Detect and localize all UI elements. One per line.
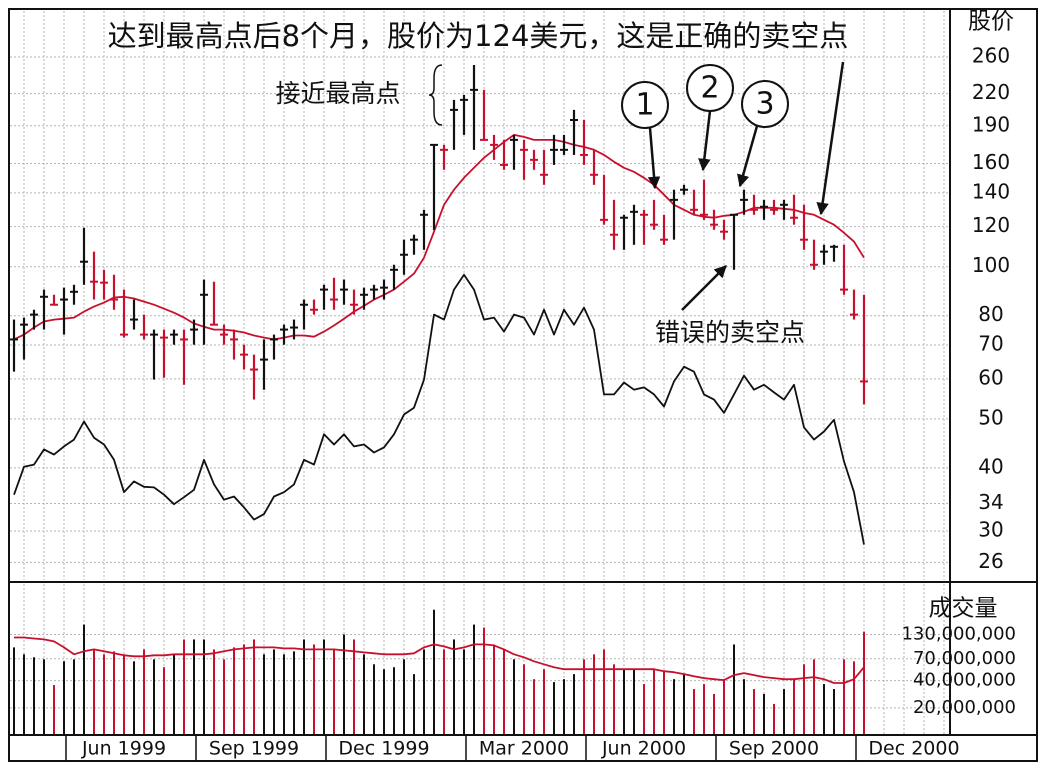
x-tick-label: Jun 1999	[81, 738, 166, 760]
y-tick-label: 70	[978, 332, 1003, 356]
volume-axis-title: 成交量	[929, 596, 998, 622]
volume-tick-label: 20,000,000	[913, 697, 1016, 718]
y-tick-label: 80	[978, 302, 1003, 326]
x-tick-label: Mar 2000	[479, 738, 569, 760]
annotation-near-peak: 接近最高点	[275, 79, 400, 108]
chart-title: 达到最高点后8个月，股价为124美元，这是正确的卖空点	[108, 19, 849, 53]
arrow	[647, 127, 661, 190]
x-tick-label: Sep 2000	[729, 738, 819, 760]
y-tick-label: 100	[972, 253, 1010, 277]
x-tick-label: Sep 1999	[209, 738, 299, 760]
x-tick-label: Dec 1999	[338, 738, 429, 760]
y-tick-label: 34	[978, 490, 1003, 514]
y-tick-label: 40	[978, 454, 1003, 478]
y-tick-label: 26	[978, 549, 1003, 573]
arrow	[737, 125, 759, 188]
grid	[10, 11, 950, 734]
x-tick-label: Jun 2000	[601, 738, 686, 760]
x-tick-label: Dec 2000	[868, 738, 959, 760]
y-tick-label: 260	[972, 43, 1010, 67]
volume-average-line	[14, 636, 865, 684]
y-tick-label: 60	[978, 365, 1003, 389]
marker-label: 1	[635, 88, 654, 123]
price-line	[13, 134, 865, 341]
volume-tick-label: 40,000,000	[913, 670, 1016, 691]
outer-frame	[8, 8, 1038, 762]
arrow	[681, 265, 727, 311]
y-tick-label: 160	[972, 150, 1010, 174]
arrow	[816, 61, 845, 216]
marker-label: 2	[700, 71, 719, 106]
y-tick-label: 140	[972, 179, 1010, 203]
y-tick-label: 50	[978, 405, 1003, 429]
volume-tick-label: 130,000,000	[901, 624, 1016, 645]
marker-circle	[741, 80, 789, 128]
plot	[10, 65, 868, 735]
y-tick-label: 30	[978, 518, 1003, 542]
y-tick-label: 220	[972, 80, 1010, 104]
marker-label: 3	[755, 87, 774, 122]
price-line	[13, 273, 865, 545]
volume-tick-label: 70,000,000	[913, 648, 1016, 669]
y-tick-label: 120	[972, 213, 1010, 237]
y-tick-label: 190	[972, 112, 1010, 136]
marker-circle	[621, 81, 669, 129]
arrow	[698, 110, 712, 172]
annotation-wrong-short: 错误的卖空点	[655, 318, 805, 347]
brace	[428, 64, 443, 126]
y-axis-title: 股价	[968, 9, 1014, 35]
